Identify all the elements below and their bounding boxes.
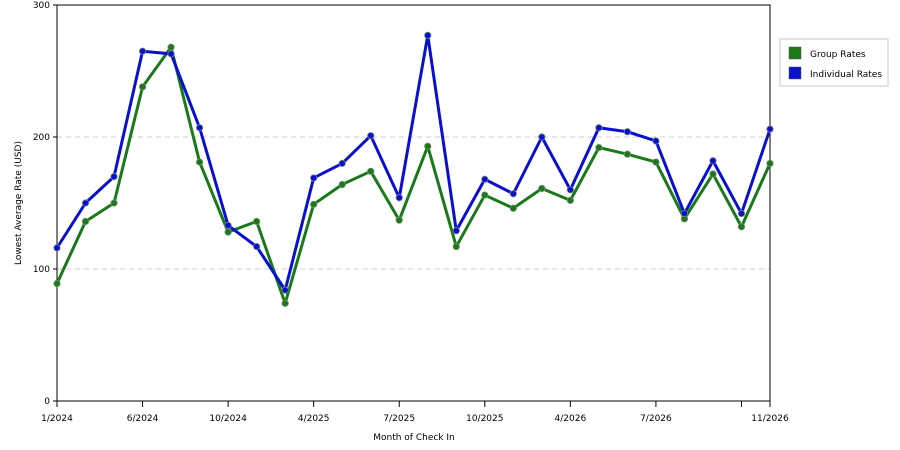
data-point (452, 242, 460, 251)
x-axis-ticks: 1/2024 6/2024 10/2024 4/2025 7/2025 10/2025 4/… (41, 401, 789, 424)
data-point (167, 43, 175, 51)
legend-label-individual-rates: Individual Rates (810, 70, 882, 80)
legend: Group Rates Individual Rates (779, 38, 889, 87)
data-point (224, 228, 232, 236)
data-point (110, 199, 118, 207)
data-point (424, 142, 432, 150)
legend-swatch-group-rates (788, 46, 802, 60)
x-tick-label: 10/2024 (209, 414, 247, 424)
data-point (253, 242, 261, 251)
data-point (338, 159, 346, 167)
data-point (652, 137, 660, 145)
data-point (367, 167, 375, 175)
data-point (395, 216, 403, 224)
y-axis-label: Lowest Average Rate (USD) (14, 141, 24, 265)
data-point (481, 191, 489, 199)
x-tick-label: 4/2026 (555, 414, 587, 424)
data-point (652, 158, 660, 166)
data-point (138, 47, 147, 55)
grid-lines (57, 136, 770, 270)
data-point (310, 200, 318, 208)
legend-label-group-rates: Group Rates (810, 50, 866, 60)
data-point (709, 157, 717, 165)
series-line (55, 45, 772, 305)
y-axis-ticks: 0 100 200 300 (33, 1, 57, 407)
data-point (566, 196, 574, 204)
data-point (509, 190, 517, 198)
y-tick-label: 0 (44, 397, 50, 407)
data-point (281, 286, 289, 294)
data-point (538, 133, 546, 141)
data-point (623, 150, 632, 158)
data-point (53, 279, 61, 288)
series-line (55, 33, 772, 292)
data-point (138, 83, 147, 91)
data-point (566, 186, 574, 194)
data-point (338, 180, 346, 189)
data-point (196, 124, 204, 132)
data-point (509, 204, 517, 212)
data-point (709, 170, 717, 178)
data-point (737, 209, 746, 218)
y-tick-label: 300 (33, 1, 50, 11)
x-tick-label: 7/2026 (640, 414, 672, 424)
data-point (167, 50, 175, 58)
data-point (424, 31, 432, 39)
data-point (253, 217, 261, 226)
x-tick-label: 6/2024 (127, 414, 159, 424)
series-individual-rates (53, 31, 774, 294)
plot-frame (56, 4, 771, 402)
data-point (481, 175, 489, 183)
x-tick-label: 11/2026 (751, 414, 789, 424)
data-point (595, 143, 603, 152)
x-tick-label: 7/2025 (383, 414, 415, 424)
series-layer (53, 31, 774, 307)
data-point (766, 125, 774, 133)
x-tick-label: 4/2025 (298, 414, 330, 424)
data-point (680, 209, 689, 218)
data-point (224, 221, 232, 230)
data-point (310, 174, 318, 182)
x-axis-label: Month of Check In (373, 433, 455, 443)
data-point (367, 132, 375, 140)
series-group-rates (53, 43, 774, 307)
data-point (110, 173, 118, 181)
x-tick-label: 10/2025 (466, 414, 503, 424)
data-point (281, 299, 289, 307)
legend-swatch-individual-rates (788, 66, 802, 80)
data-point (196, 158, 204, 166)
data-point (81, 199, 90, 207)
data-point (538, 184, 546, 193)
data-point (81, 217, 90, 226)
y-tick-label: 200 (33, 133, 50, 143)
data-point (452, 227, 460, 235)
data-point (595, 124, 603, 132)
data-point (53, 244, 61, 252)
axes (56, 4, 771, 402)
data-point (623, 128, 632, 136)
data-point (766, 159, 774, 167)
data-point (395, 194, 403, 202)
y-tick-label: 100 (33, 265, 50, 275)
x-tick-label: 1/2024 (41, 414, 73, 424)
data-point (737, 223, 746, 231)
